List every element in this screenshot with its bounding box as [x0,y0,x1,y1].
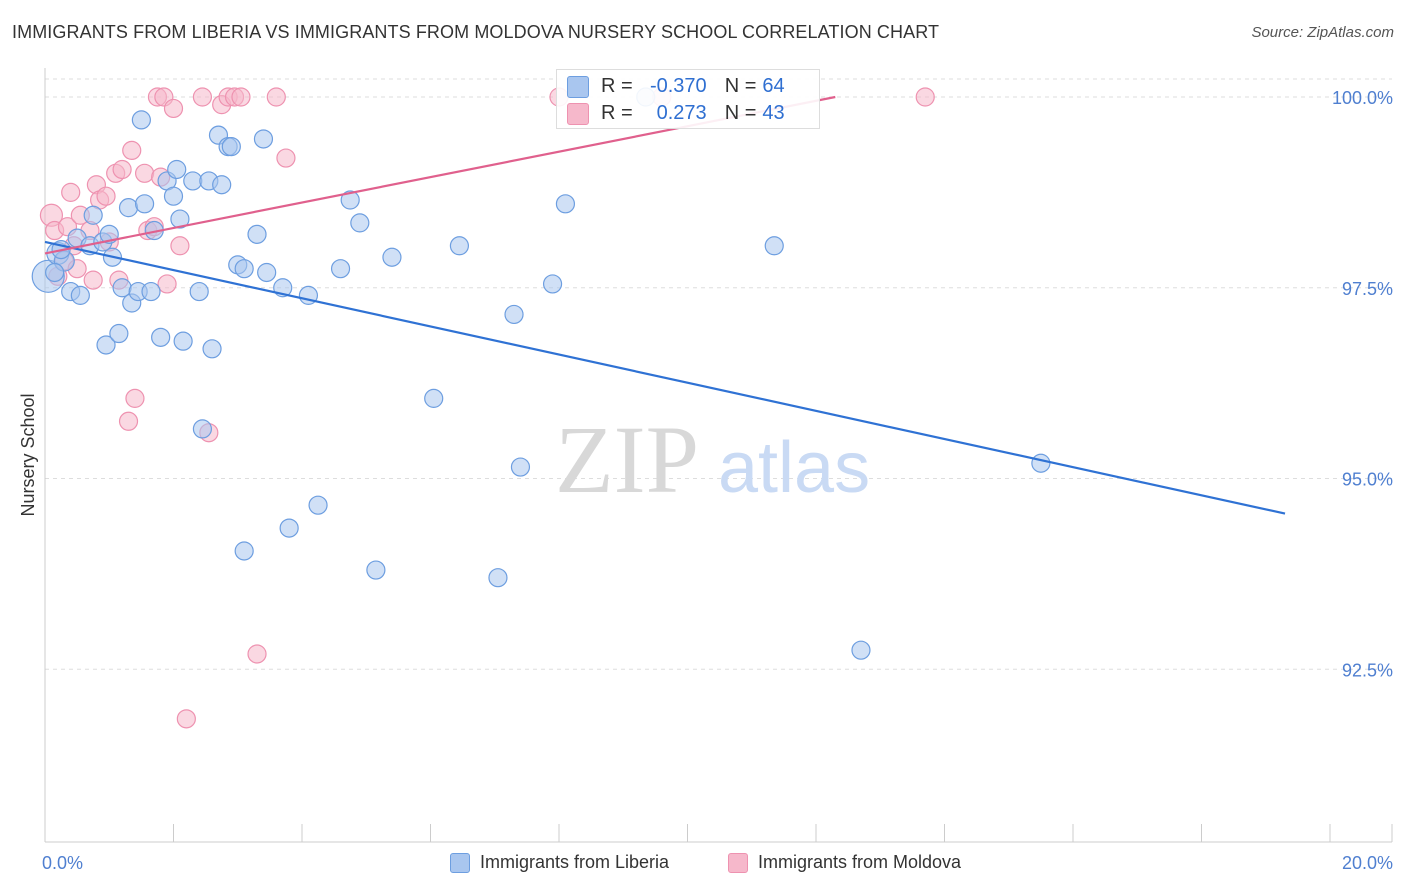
liberia-point [449,236,470,256]
legend-moldova-label: Immigrants from Moldova [758,852,962,872]
axes [44,68,1393,843]
liberia-point [183,171,203,191]
moldova-point [176,709,196,729]
legend-moldova[interactable]: Immigrants from Moldova [728,852,961,873]
moldova-point [192,87,213,107]
liberia-point [504,304,524,325]
moldova-point [112,159,132,180]
liberia-point [189,281,209,302]
r-label: R = [601,75,633,97]
moldova-point [118,411,139,431]
liberia-point [247,224,267,244]
liberia-swatch [567,75,589,98]
liberia-point [234,259,254,279]
liberia-point [170,209,190,229]
x-tick-label: 20.0% [1342,853,1393,873]
liberia-point [366,560,386,580]
series-liberia [31,87,1051,660]
moldova-point [83,270,103,290]
moldova-point [134,163,155,183]
liberia-point [382,247,402,267]
n-label: N = [724,75,757,97]
moldova-point [61,182,81,202]
y-tick-label: 95.0% [1342,470,1393,490]
stats-row-moldova: R = 0.273 N = 43 [567,102,785,125]
watermark-zip: ZIP [555,406,699,513]
liberia-point [851,640,871,660]
liberia-point [212,175,232,195]
liberia-point [45,262,65,283]
x-tick-label: 0.0% [42,853,83,873]
liberia-point [83,205,103,225]
liberia-point [330,259,351,279]
moldova-point [170,236,190,256]
n-value: 64 [762,75,785,97]
r-value: 0.273 [656,102,707,124]
moldova-point [231,87,251,107]
y-axis-label: Nursery School [18,393,38,516]
n-value: 43 [762,102,785,124]
liberia-point [167,159,187,180]
y-tick-label: 97.5% [1342,279,1393,299]
moldova-point [125,388,145,408]
moldova-point [163,98,184,119]
r-label: R = [601,102,633,124]
gridlines [45,78,1392,670]
source-label: Source: ZipAtlas.com [1251,24,1394,41]
y-tick-label: 92.5% [1342,660,1393,680]
legend-moldova-swatch [728,852,748,873]
moldova-point [157,274,177,294]
moldova-point [915,87,935,107]
liberia-point [234,541,254,561]
moldova-point [96,186,116,206]
legend-liberia-swatch [450,852,470,873]
moldova-point [276,148,296,168]
liberia-point [308,495,328,515]
liberia-point [134,194,155,214]
liberia-point [70,285,90,305]
liberia-point [96,335,116,355]
liberia-point [488,568,508,588]
liberia-point [221,136,241,157]
liberia-point [163,186,184,206]
liberia-point [202,339,222,359]
liberia-point [151,327,171,347]
liberia-point [173,331,193,351]
liberia-point [1031,453,1051,473]
liberia-point [109,323,129,344]
liberia-point [118,198,139,218]
stats-row-liberia: R = -0.370 N = 64 [567,75,785,98]
liberia-point [141,281,161,302]
liberia-point [424,388,444,408]
moldova-point [266,87,286,107]
legend-liberia[interactable]: Immigrants from Liberia [450,852,669,873]
liberia-point [340,190,360,210]
chart-title: IMMIGRANTS FROM LIBERIA VS IMMIGRANTS FR… [12,22,940,42]
tick-labels: 92.5% 95.0% 97.5% 100.0% 0.0% 20.0% [42,88,1393,873]
liberia-point [350,213,370,233]
stats-box: R = -0.370 N = 64 R = 0.273 N = 43 [556,69,820,129]
liberia-point [279,518,299,538]
liberia-point [510,457,531,477]
moldova-point [247,644,267,664]
liberia-point [555,194,576,214]
y-tick-label: 100.0% [1332,88,1393,108]
legend-liberia-label: Immigrants from Liberia [480,852,670,872]
liberia-point [192,419,213,439]
liberia-point [257,262,277,283]
liberia-point [542,274,563,294]
watermark-atlas: atlas [718,428,870,508]
moldova-swatch [567,102,589,125]
moldova-point [122,140,142,161]
liberia-point [253,129,274,149]
liberia-trend-line [44,240,1286,515]
n-label: N = [724,102,757,124]
liberia-point [764,236,784,256]
r-value: -0.370 [649,75,707,97]
liberia-point [131,110,151,130]
